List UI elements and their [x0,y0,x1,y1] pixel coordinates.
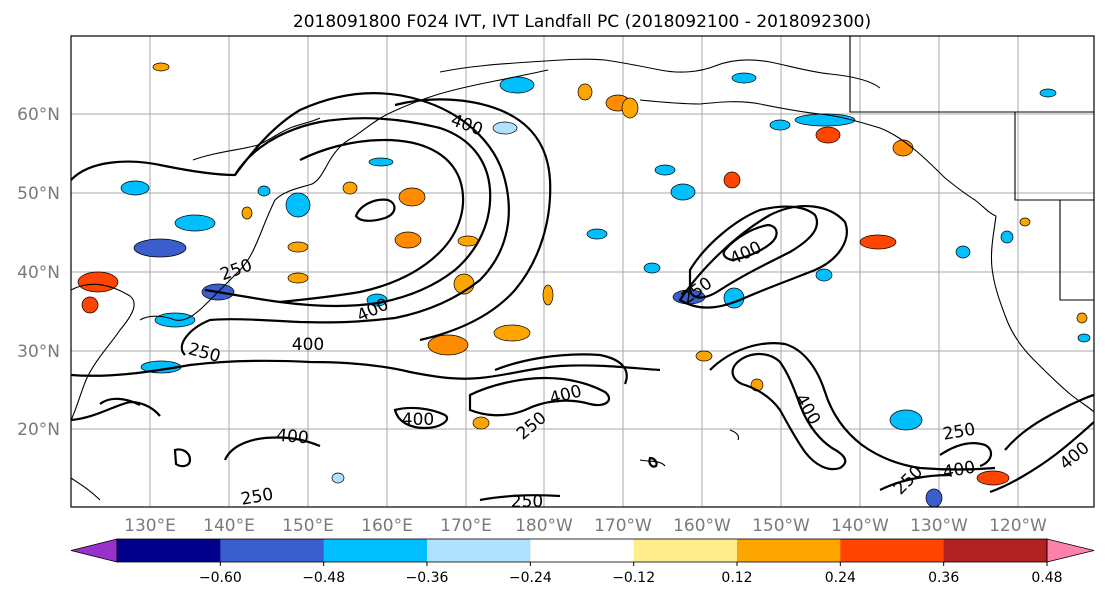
colorbar-tick-label: −0.48 [302,570,345,586]
colorbar-tick-label: 0.24 [825,570,856,586]
lon-label: 120°W [989,516,1047,536]
lon-label: 130°E [124,516,176,536]
colorbar-tick-label: −0.12 [612,570,655,586]
colorbar-tick-label: 0.36 [928,570,959,586]
contour-label: 400 [402,410,434,430]
colorbar-frame [116,538,1048,563]
lat-label: 30°N [17,342,60,362]
lat-label: 60°N [17,105,60,125]
contour-label: 250 [511,492,543,512]
lon-label: 180°W [515,516,573,536]
figure-title: 2018091800 F024 IVT, IVT Landfall PC (20… [293,12,871,32]
lon-label: 130°W [910,516,968,536]
contour-label: 400 [292,335,324,355]
colorbar: −0.60 −0.48 −0.36 −0.24 −0.12 0.12 0.24 0.36 0.4… [70,538,1095,586]
lat-label: 20°N [17,420,60,440]
ivt-contours [70,92,1095,502]
lon-label: 140°W [831,516,889,536]
colorbar-tick-label: −0.60 [199,570,242,586]
lon-label: 170°E [440,516,492,536]
coastlines [70,36,1095,501]
lon-label: 160°E [361,516,413,536]
colorbar-swatch [943,539,1048,562]
colorbar-swatch [530,539,635,562]
lon-label: 170°W [594,516,652,536]
lat-label: 50°N [17,184,60,204]
colorbar-extend-low [70,538,118,563]
map-frame [70,35,1095,508]
colorbar-tick-label: 0.48 [1031,570,1062,586]
colorbar-tick-label: 0.12 [721,570,752,586]
lat-label: 40°N [17,263,60,283]
colorbar-swatch [840,539,945,562]
lon-label: 140°E [203,516,255,536]
lon-label: 150°E [282,516,334,536]
lon-label: 160°W [673,516,731,536]
colorbar-tick-label: −0.24 [509,570,552,586]
map-panel: 250 400 400 250 400 400 400 250 400 250 … [70,35,1095,512]
colorbar-swatch [220,539,325,562]
colorbar-swatch [737,539,841,562]
colorbar-extend-high [1046,538,1095,563]
latitude-labels: 60°N 50°N 40°N 30°N 20°N [17,105,60,440]
longitude-labels: 130°E 140°E 150°E 160°E 170°E 180°W 170°… [124,516,1047,536]
colorbar-swatch [633,539,738,562]
contour-label: 400 [275,426,309,449]
colorbar-tick-label: −0.36 [406,570,449,586]
colorbar-swatch [323,539,428,562]
colorbar-swatch [117,539,221,562]
lon-label: 150°W [752,516,810,536]
colorbar-swatch [427,539,531,562]
